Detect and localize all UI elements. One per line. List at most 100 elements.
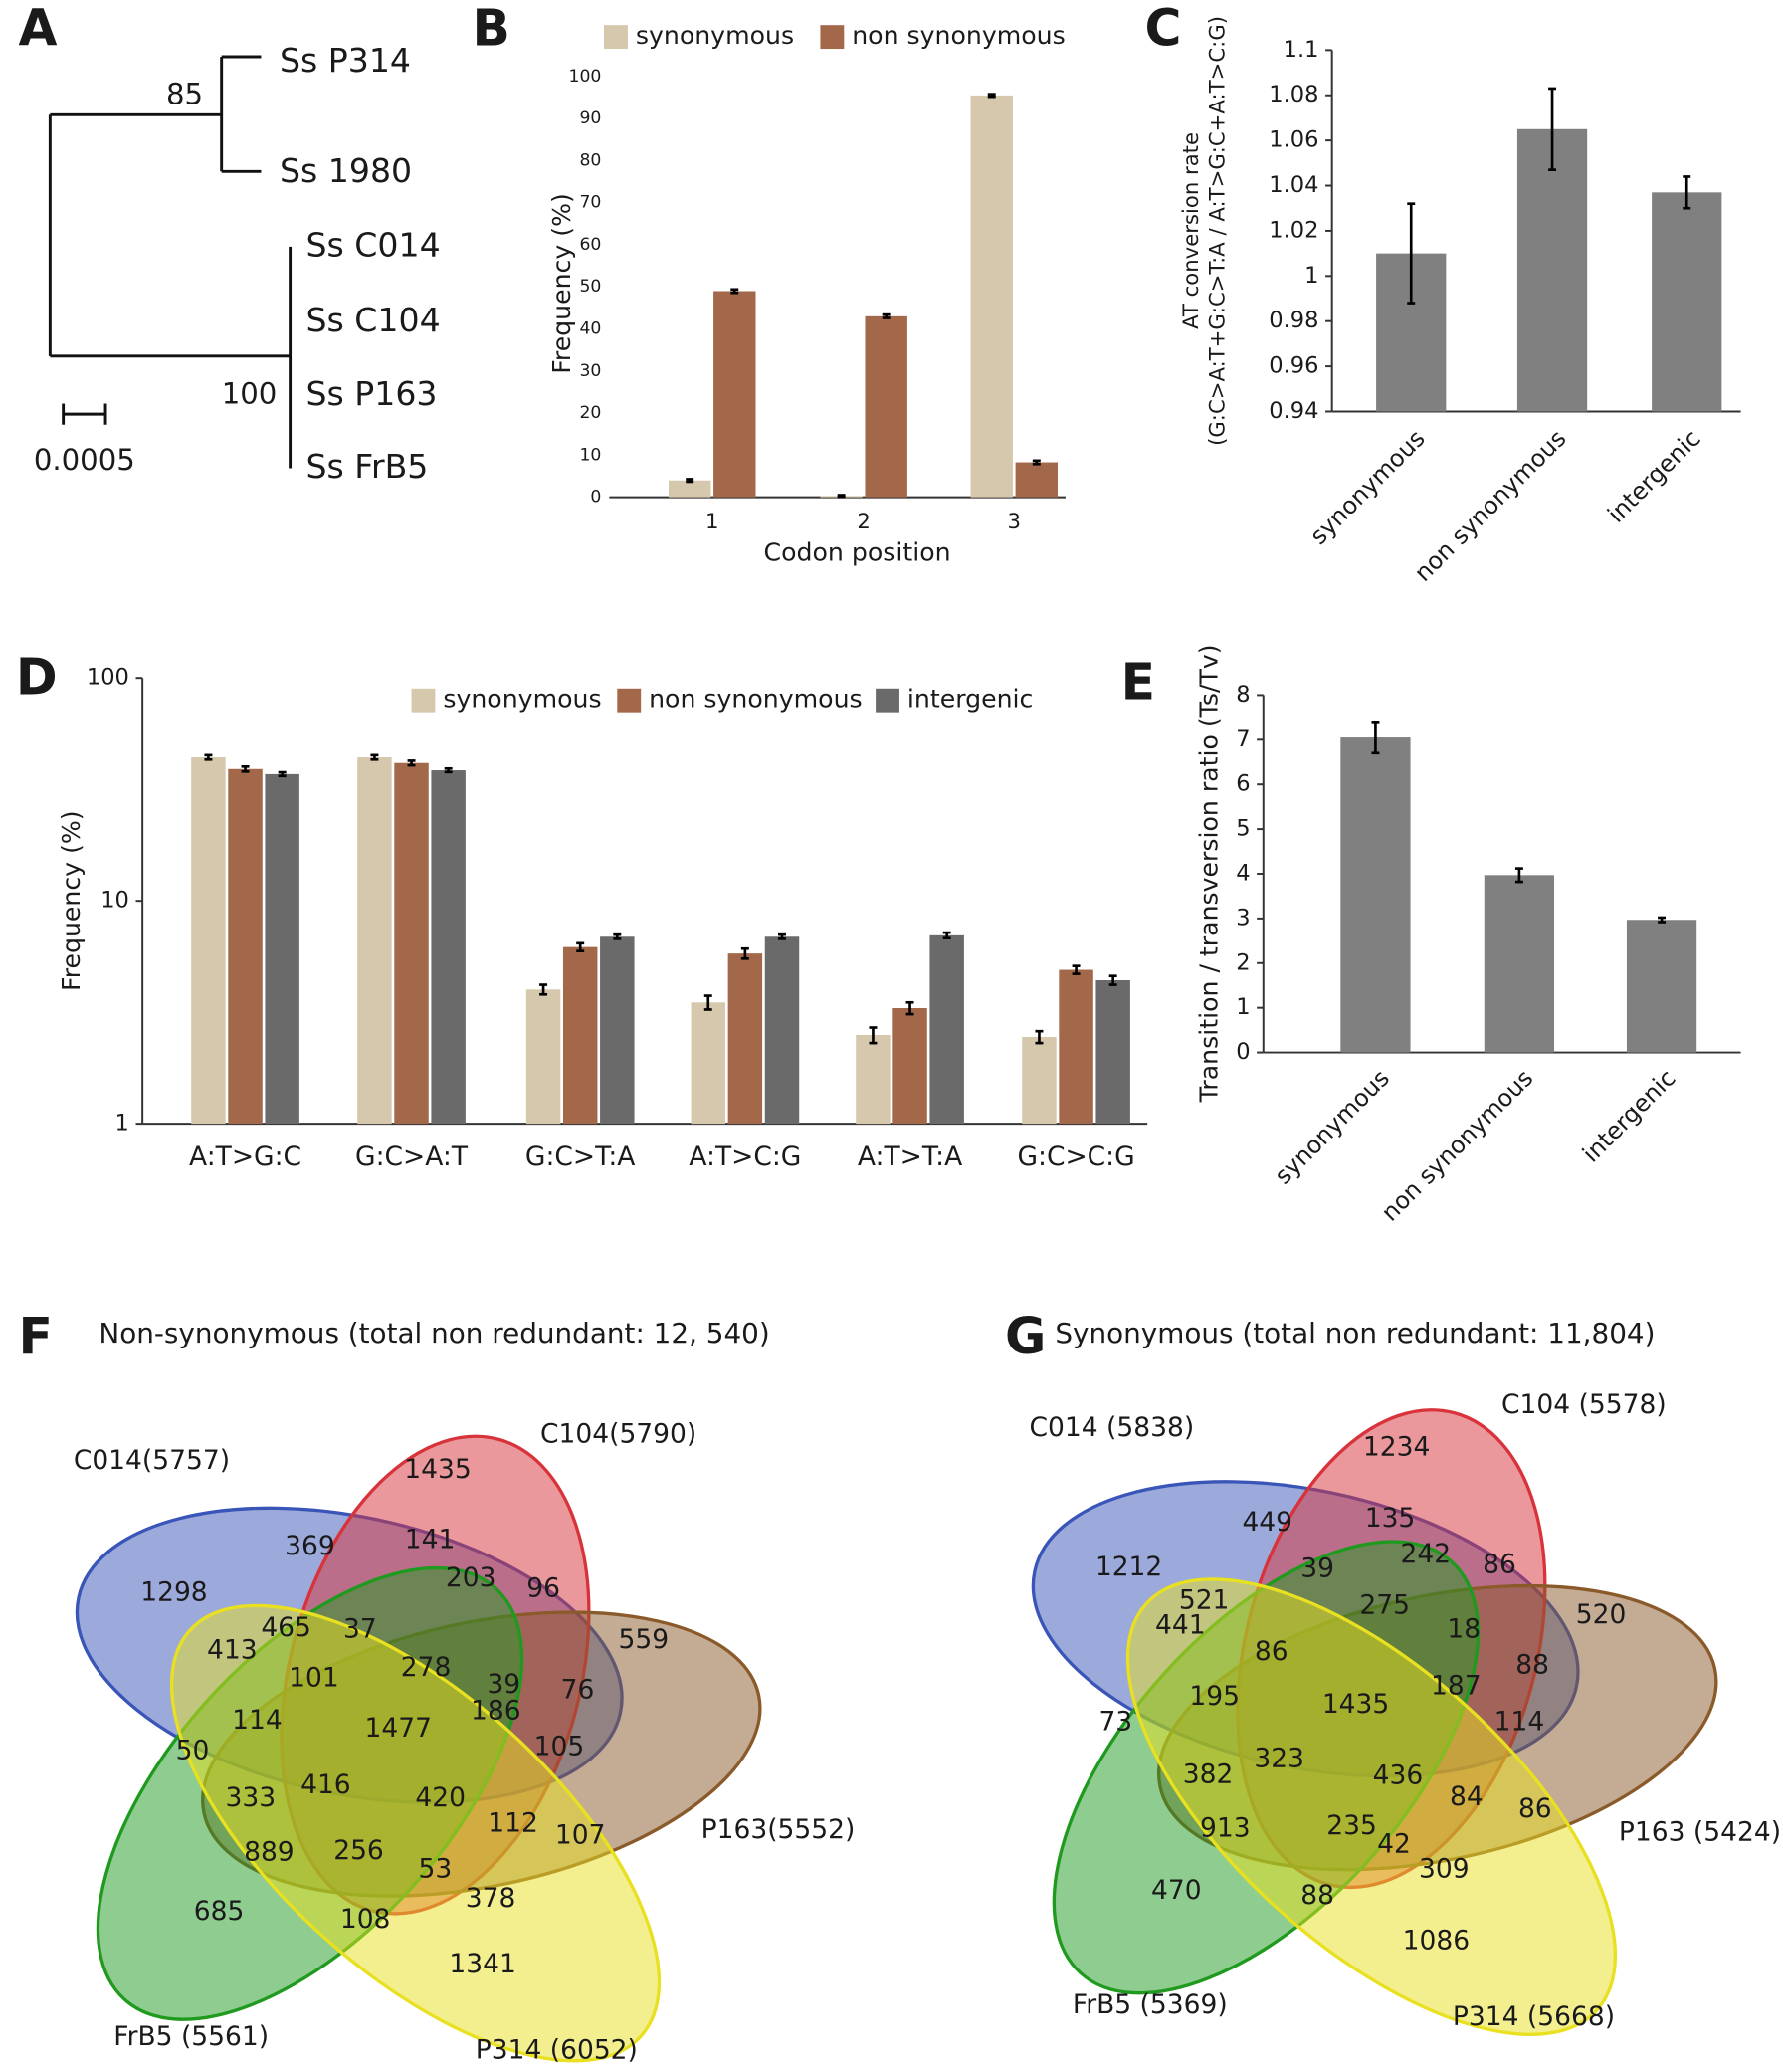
x-tick-label: G:C>T:A xyxy=(525,1141,636,1172)
panel-letter: G xyxy=(1005,1307,1046,1365)
panel-letter: F xyxy=(19,1307,53,1365)
y-tick-label: 1 xyxy=(1304,263,1318,289)
venn-count: 242 xyxy=(1401,1539,1452,1569)
bar xyxy=(892,1007,927,1125)
venn-count: 256 xyxy=(333,1835,384,1866)
venn-count: 1298 xyxy=(140,1576,207,1607)
y-tick-label: 8 xyxy=(1236,682,1250,708)
venn-count: 88 xyxy=(1300,1880,1334,1911)
venn-count: 203 xyxy=(446,1562,496,1593)
y-tick-label: 90 xyxy=(579,108,601,128)
y-tick-label: 20 xyxy=(579,403,601,423)
y-tick-label: 0 xyxy=(590,488,601,508)
y-tick-label: 1.02 xyxy=(1269,217,1318,243)
venn-count: 37 xyxy=(343,1614,377,1645)
set-label: FrB5 (5561) xyxy=(113,2021,269,2052)
venn-count: 101 xyxy=(289,1663,339,1694)
bar xyxy=(265,773,299,1125)
venn-count: 275 xyxy=(1359,1590,1410,1621)
tree-branches xyxy=(48,55,293,469)
bar xyxy=(970,95,1013,498)
error-bar xyxy=(1514,867,1523,884)
bar xyxy=(394,762,429,1125)
error-bar xyxy=(576,941,585,952)
x-tick-label: G:C>C:G xyxy=(1017,1141,1134,1172)
set-label: C014(5757) xyxy=(74,1445,230,1476)
y-tick-label: 7 xyxy=(1236,726,1250,752)
error-bar xyxy=(1032,459,1041,466)
y-tick-label: 1 xyxy=(115,1111,129,1137)
x-tick-label: A:T>C:G xyxy=(689,1141,801,1172)
venn-count: 1086 xyxy=(1403,1925,1470,1956)
bar xyxy=(669,480,711,498)
error-bar xyxy=(1108,974,1117,986)
error-bar xyxy=(869,1026,878,1045)
error-bar xyxy=(1548,87,1557,171)
venn-count: 235 xyxy=(1326,1810,1377,1841)
error-bar xyxy=(613,932,622,940)
y-tick-label: 1.06 xyxy=(1269,127,1318,153)
venn-count: 135 xyxy=(1365,1503,1416,1534)
venn-count: 520 xyxy=(1576,1599,1627,1630)
venn-count: 441 xyxy=(1155,1610,1206,1641)
legend-swatch xyxy=(876,688,899,713)
bar xyxy=(1626,920,1697,1053)
set-label: FrB5 (5369) xyxy=(1073,1989,1228,2020)
bar xyxy=(1484,875,1555,1053)
venn-count: 449 xyxy=(1242,1507,1292,1538)
panel-letter: A xyxy=(19,0,58,57)
venn-count: 1477 xyxy=(365,1713,432,1744)
error-bar xyxy=(1035,1029,1044,1045)
y-tick-label: 10 xyxy=(579,445,601,465)
venn-count: 84 xyxy=(1450,1781,1484,1812)
venn-count: 86 xyxy=(1483,1550,1516,1580)
x-tick-label: non synonymous xyxy=(1409,424,1571,586)
y-tick-label: 100 xyxy=(87,665,129,691)
bootstrap-value: 85 xyxy=(166,78,203,111)
venn-count: 105 xyxy=(534,1731,585,1761)
bar xyxy=(764,936,800,1125)
venn-count: 88 xyxy=(1515,1649,1549,1680)
leaf-label: Ss FrB5 xyxy=(306,447,429,486)
venn-count: 382 xyxy=(1183,1759,1234,1789)
bar xyxy=(1516,128,1588,412)
venn-count: 1212 xyxy=(1095,1552,1162,1582)
bar xyxy=(691,1002,725,1125)
y-tick-label: 30 xyxy=(579,361,601,381)
venn-set xyxy=(169,1603,662,2063)
venn-count: 1435 xyxy=(404,1454,471,1485)
y-tick-label: 0.98 xyxy=(1269,308,1318,333)
panel-letter: B xyxy=(473,0,510,57)
y-tick-label: 5 xyxy=(1236,816,1250,842)
set-label: C104 (5578) xyxy=(1501,1389,1667,1420)
y-tick-label: 100 xyxy=(569,67,602,87)
legend-label: non synonymous xyxy=(852,21,1066,50)
legend-label: synonymous xyxy=(636,21,794,50)
venn-count: 53 xyxy=(419,1854,453,1885)
bar xyxy=(713,291,756,498)
venn-count: 18 xyxy=(1447,1614,1481,1645)
venn-count: 96 xyxy=(526,1572,560,1603)
venn-count: 420 xyxy=(415,1782,466,1813)
venn-count: 195 xyxy=(1189,1681,1240,1712)
y-axis-label: (G:C>A:T+G:C>T:A / A:T>G:C+A:T>C:G) xyxy=(1205,16,1230,446)
venn-count: 86 xyxy=(1518,1793,1552,1824)
error-bar xyxy=(778,932,786,940)
error-bar xyxy=(730,288,739,295)
x-axis-label: Codon position xyxy=(764,538,951,567)
y-tick-label: 40 xyxy=(579,319,601,339)
error-bar xyxy=(703,994,712,1011)
bar xyxy=(727,953,763,1125)
y-tick-label: 1.1 xyxy=(1284,37,1319,63)
venn-title: Non-synonymous (total non redundant: 12,… xyxy=(99,1317,769,1349)
venn-count: 323 xyxy=(1254,1743,1304,1773)
set-label: P163 (5424) xyxy=(1619,1817,1781,1848)
bar xyxy=(191,757,226,1125)
venn-count: 416 xyxy=(300,1769,351,1800)
venn-count: 187 xyxy=(1431,1671,1482,1702)
venn-count: 73 xyxy=(1098,1706,1132,1737)
set-label: C104(5790) xyxy=(540,1418,696,1449)
y-tick-label: 6 xyxy=(1236,771,1250,797)
bar xyxy=(562,946,598,1125)
